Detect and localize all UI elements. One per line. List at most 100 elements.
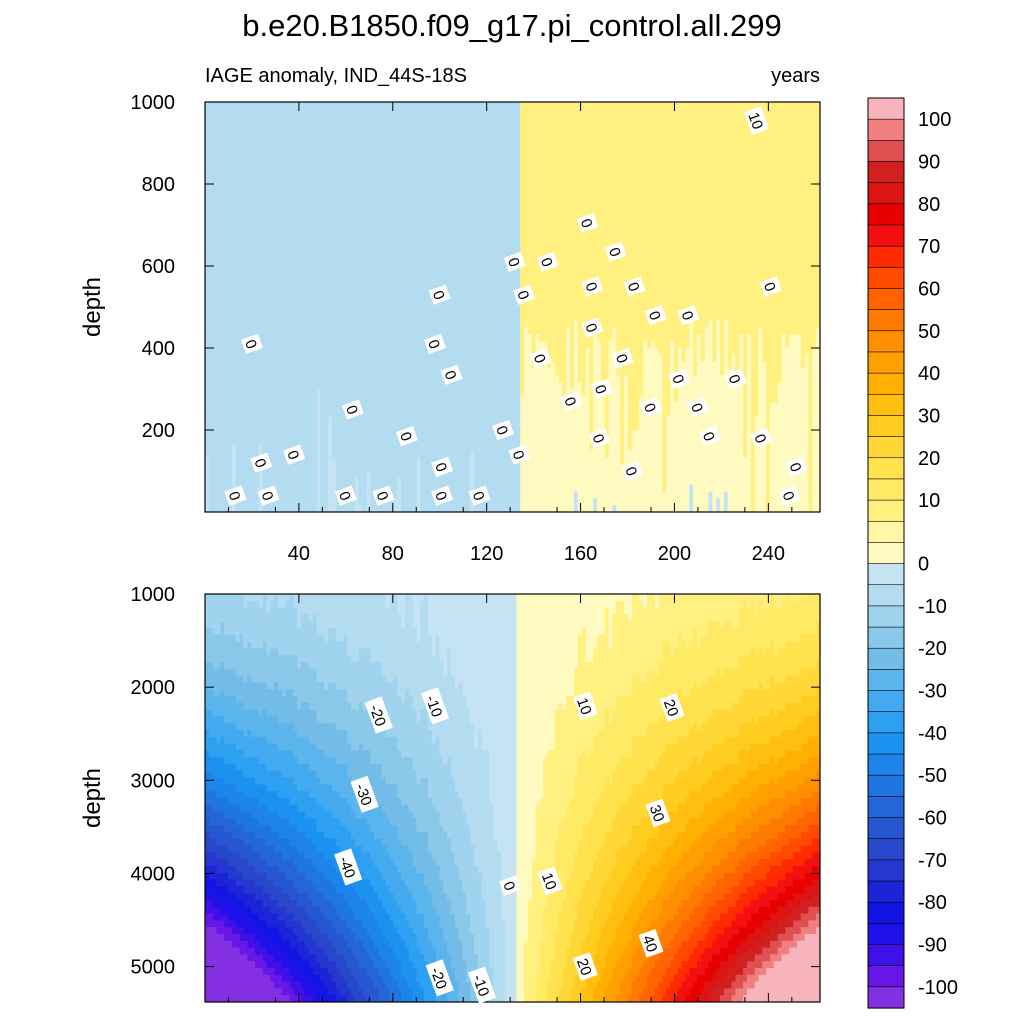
y-tick-label: 1000 (131, 92, 176, 114)
contour-label: 0 (536, 251, 559, 273)
colorbar-box (867, 118, 905, 141)
colorbar-box (867, 626, 905, 649)
colorbar-label: -20 (918, 638, 947, 660)
contour-label: -10 (467, 966, 497, 1004)
contour-label-text: -40 (335, 854, 358, 880)
colorbar-box (867, 965, 905, 988)
contour-label: 0 (590, 378, 613, 400)
colorbar-box (867, 182, 905, 205)
colorbar-box (867, 140, 905, 163)
colorbar-box (867, 605, 905, 628)
y-axis-title: depth (79, 768, 106, 828)
contour-label: 0 (492, 419, 515, 441)
contour-label: 0 (431, 456, 454, 478)
colorbar-label: 20 (918, 448, 940, 470)
subtitle-right: years (771, 65, 820, 87)
colorbar-label: -60 (918, 808, 947, 830)
colorbar-box (867, 859, 905, 882)
colorbar-box (867, 732, 905, 755)
contour-label: 0 (604, 241, 627, 262)
contour-label: 0 (639, 397, 663, 418)
contour-label-text: -20 (366, 703, 389, 729)
contour-label: 0 (468, 485, 491, 506)
colorbar-box (867, 986, 905, 1009)
y-tick-label: 600 (142, 256, 175, 278)
contour-label-text: 30 (646, 803, 668, 824)
contour-label-text: -30 (351, 782, 374, 808)
colorbar-box (867, 266, 905, 290)
colorbar-box (867, 245, 905, 268)
contour-label: 20 (572, 952, 598, 981)
colorbar-label: 30 (918, 405, 940, 427)
colorbar-label: -40 (918, 723, 947, 745)
contour-label-text: -10 (469, 973, 492, 999)
contour-label: 0 (677, 305, 700, 326)
contour-label: 10 (572, 691, 598, 721)
x-tick-label: 40 (288, 543, 310, 565)
contour-label: 30 (645, 798, 671, 828)
contour-label: 0 (581, 317, 604, 338)
y-tick-label: 3000 (131, 770, 176, 792)
colorbar-label: -50 (918, 765, 947, 787)
contour-field (205, 594, 820, 1002)
plot-frame (204, 101, 821, 513)
colorbar-box (867, 309, 905, 332)
contour-label: -10 (420, 687, 450, 725)
colorbar-box (867, 563, 905, 586)
colorbar-box (867, 711, 905, 734)
contour-label: 0 (499, 875, 522, 896)
contour-label: 0 (529, 348, 552, 369)
y-tick-label: 4000 (131, 863, 176, 885)
contour-label: 0 (334, 485, 357, 506)
contour-label-text: -20 (427, 965, 450, 991)
colorbar-box (867, 690, 905, 713)
contour-label: -30 (350, 775, 379, 813)
colorbar-label: 0 (918, 554, 929, 576)
colorbar-box (867, 161, 905, 184)
contour-label-text: 20 (573, 956, 595, 977)
contour-label: 0 (623, 276, 646, 297)
contour-label: 0 (778, 485, 801, 506)
colorbar-label: -90 (918, 935, 947, 957)
colorbar-box (867, 224, 905, 247)
contour-label: 40 (638, 928, 664, 958)
colorbar-box (867, 584, 905, 607)
contour-label: -40 (334, 848, 363, 886)
y-tick-label: 5000 (131, 957, 176, 979)
contour-label: 0 (240, 333, 263, 355)
x-tick-label: 160 (564, 543, 597, 565)
contour-label: 0 (759, 276, 782, 297)
contour-label-text: -10 (422, 693, 445, 719)
colorbar-box (867, 774, 905, 797)
colorbar-label: 50 (918, 321, 940, 343)
colorbar-box (867, 203, 905, 226)
contour-label: 0 (508, 444, 531, 465)
colorbar-box (867, 351, 905, 374)
contour-label-text: 10 (744, 110, 766, 131)
colorbar-label: -30 (918, 681, 947, 703)
colorbar-box (867, 647, 905, 670)
colorbar-box (867, 478, 905, 501)
contour-label: 0 (581, 276, 604, 297)
colorbar-box (867, 393, 905, 417)
y-tick-label: 200 (142, 420, 175, 442)
contour-label: 10 (744, 106, 770, 135)
contour-label: 0 (698, 425, 721, 447)
colorbar-box (867, 436, 905, 459)
contour-label: 20 (659, 693, 685, 722)
x-tick-label: 80 (382, 543, 404, 565)
colorbar-box (867, 838, 905, 861)
colorbar-box (867, 944, 905, 967)
x-tick-label: 120 (470, 543, 503, 565)
contour-label: 0 (257, 485, 280, 506)
contour-label: 0 (611, 348, 634, 369)
contour-label-text: 40 (639, 933, 661, 954)
y-tick-label: 800 (142, 174, 175, 196)
x-tick-label: 200 (658, 543, 691, 565)
y-tick-label: 400 (142, 338, 175, 360)
colorbar: 1009080706050403020100-10-20-30-40-50-60… (867, 97, 958, 1009)
contour-label: 0 (668, 368, 691, 389)
contour-label: 0 (750, 428, 773, 449)
